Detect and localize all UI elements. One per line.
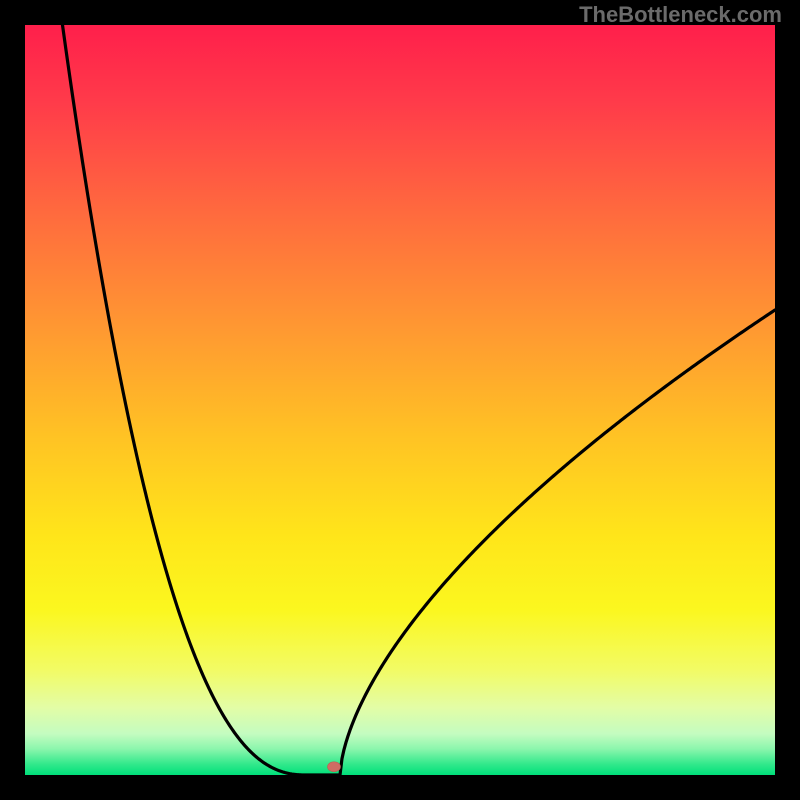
plot-svg (25, 25, 775, 775)
plot-background (25, 25, 775, 775)
plot-area (25, 25, 775, 775)
watermark-text: TheBottleneck.com (579, 2, 782, 28)
operating-point-marker[interactable] (328, 762, 341, 772)
